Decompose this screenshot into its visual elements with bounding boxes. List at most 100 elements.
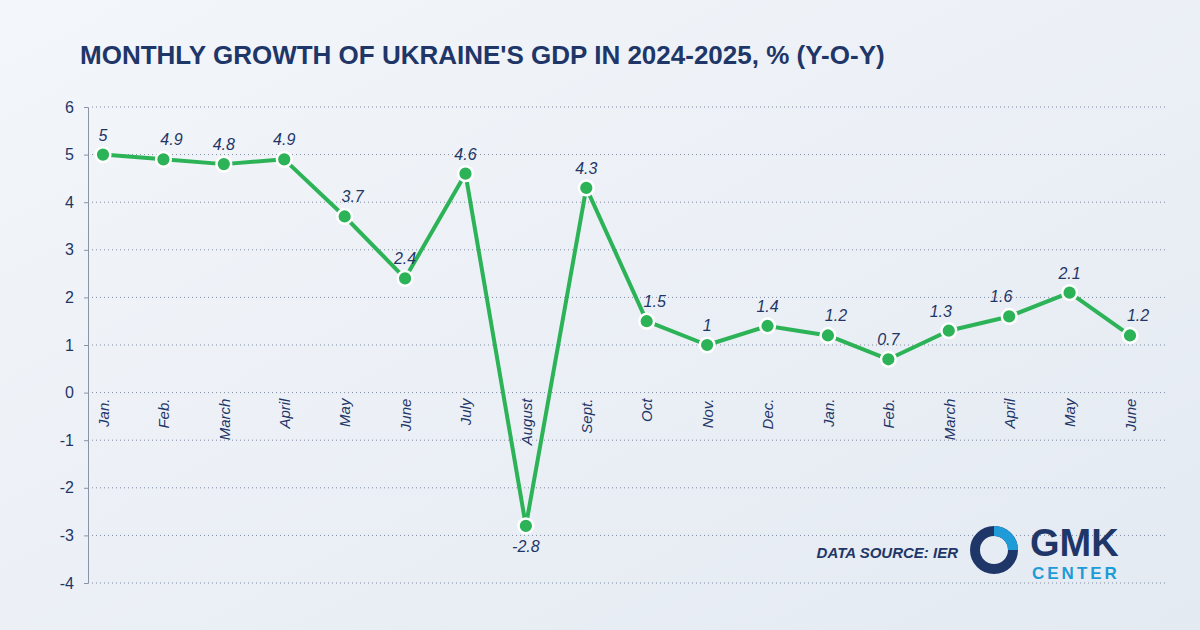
y-tick: 2	[65, 289, 88, 306]
data-label: 1.5	[644, 293, 666, 310]
plot-marks	[96, 147, 1138, 533]
x-tick: June	[1122, 399, 1139, 433]
background	[0, 0, 1200, 630]
y-tick: 3	[65, 241, 88, 258]
marker	[1002, 309, 1017, 324]
grid-line	[92, 583, 1165, 584]
x-tick-label: August	[518, 398, 535, 447]
grid-line	[92, 107, 1165, 108]
marker	[277, 152, 292, 167]
marker	[639, 314, 654, 329]
x-tick: July	[457, 397, 474, 426]
x-tick: April	[276, 398, 293, 430]
x-tick-label: May	[336, 397, 353, 427]
x-tick: Sept.	[578, 399, 595, 434]
grid-line	[92, 202, 1165, 203]
marker	[941, 323, 956, 338]
logo-icon	[975, 526, 1018, 569]
y-tick: -2	[60, 479, 88, 496]
y-tick: -4	[60, 575, 88, 592]
y-axis-line	[84, 108, 89, 584]
y-axis: -4 -3 -2 -1 0 1 2 3 4 5 6	[60, 99, 89, 592]
x-tick: August	[518, 398, 535, 447]
x-tick: May	[1061, 397, 1078, 427]
grid-line	[92, 249, 1165, 250]
y-tick-mark	[84, 297, 88, 298]
y-tick-mark	[84, 107, 88, 108]
x-tick-label: Oct	[638, 398, 655, 422]
y-tick-label: 2	[65, 289, 74, 306]
y-tick-mark	[84, 583, 88, 584]
marker	[96, 147, 111, 162]
x-tick-label: Feb.	[155, 399, 172, 429]
x-tick-label: March	[216, 399, 233, 441]
x-tick: Oct	[638, 398, 655, 422]
y-tick: 4	[65, 194, 88, 211]
data-label: -2.8	[512, 538, 540, 555]
marker	[760, 319, 775, 334]
marker	[458, 166, 473, 181]
y-tick-mark	[84, 440, 88, 441]
y-tick: 0	[65, 384, 88, 401]
data-label: 1.2	[1127, 307, 1149, 324]
y-tick: -3	[60, 527, 88, 544]
x-tick: Feb.	[880, 399, 897, 429]
data-label: 4.9	[160, 131, 182, 148]
chart-container: MONTHLY GROWTH OF UKRAINE'S GDP IN 2024-…	[0, 0, 1200, 630]
y-tick: 6	[65, 99, 88, 116]
data-label: 3.7	[342, 188, 365, 205]
grid-line	[92, 154, 1165, 155]
data-label: 4.8	[213, 136, 235, 153]
x-tick-label: April	[1001, 398, 1018, 430]
data-label: 2.4	[393, 250, 416, 267]
y-tick-mark	[84, 488, 88, 489]
y-tick: 1	[65, 337, 88, 354]
chart-svg: MONTHLY GROWTH OF UKRAINE'S GDP IN 2024-…	[0, 0, 1200, 630]
y-tick-label: -3	[60, 527, 74, 544]
x-tick: March	[216, 399, 233, 441]
y-tick-label: -1	[60, 432, 74, 449]
y-tick: -1	[60, 432, 88, 449]
data-label: 4.6	[454, 146, 476, 163]
x-tick-label: Dec.	[759, 399, 776, 430]
marker	[1062, 285, 1077, 300]
data-label: 1.3	[930, 303, 952, 320]
x-tick-label: Feb.	[880, 399, 897, 429]
marker	[700, 338, 715, 353]
x-tick: Jan.	[95, 399, 112, 428]
grid-line	[92, 440, 1165, 441]
x-axis: Jan. Feb. March April May June July August Sept.…	[95, 397, 1139, 446]
data-labels: 54.94.84.93.72.44.6-2.84.31.511.41.20.71…	[99, 127, 1150, 555]
y-tick: 5	[65, 146, 88, 163]
data-label: 0.7	[877, 331, 900, 348]
data-label: 1.4	[756, 298, 778, 315]
data-label: 1	[703, 317, 712, 334]
marker	[337, 209, 352, 224]
x-tick-label: July	[457, 397, 474, 426]
data-label: 2.1	[1057, 265, 1080, 282]
y-tick-mark	[84, 345, 88, 346]
grid-line	[92, 392, 1165, 393]
y-tick-label: 3	[65, 241, 74, 258]
y-tick-label: 0	[65, 384, 74, 401]
marker	[579, 181, 594, 196]
y-tick-label: 1	[65, 337, 74, 354]
x-tick: April	[1001, 398, 1018, 430]
y-tick-mark	[84, 202, 88, 203]
x-tick-label: Jan.	[95, 399, 112, 428]
title: MONTHLY GROWTH OF UKRAINE'S GDP IN 2024-…	[80, 40, 885, 70]
marker	[881, 352, 896, 367]
data-label: 1.2	[825, 307, 847, 324]
x-tick: Dec.	[759, 399, 776, 430]
logo-subtext: CENTER	[1032, 564, 1120, 583]
marker	[398, 271, 413, 286]
y-tick-label: 4	[65, 194, 74, 211]
y-tick-mark	[84, 155, 88, 156]
x-tick-label: March	[941, 399, 958, 441]
data-label: 1.6	[990, 288, 1012, 305]
x-tick: May	[336, 397, 353, 427]
data-label: 5	[99, 127, 108, 144]
x-tick-label: Nov.	[699, 399, 716, 429]
logo-text: GMK	[1030, 522, 1119, 564]
grid-line	[92, 345, 1165, 346]
